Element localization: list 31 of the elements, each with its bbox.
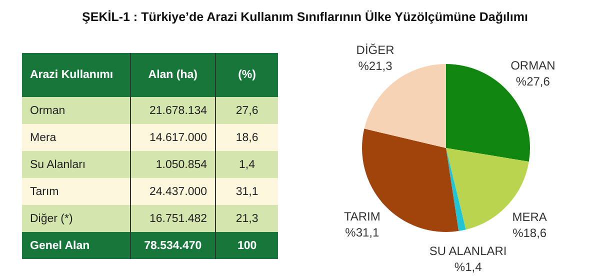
- data-label: %1,4: [454, 260, 482, 274]
- data-label: 21,3: [216, 205, 278, 232]
- text: Arazi Kullanımı: [22, 53, 130, 97]
- text: ŞEKİL-1 : Türkiye’de Arazi Kullanım Sınıflarının Ülke Yüzölçümüne Dağılımı: [81, 10, 529, 24]
- data-label: 1.050.854: [130, 151, 216, 178]
- data-label: 27,6: [216, 97, 278, 124]
- data-label: 78.534.470: [130, 232, 216, 259]
- category-label: Orman: [22, 97, 130, 124]
- category-label: Tarım: [22, 178, 130, 205]
- data-label: 24.437.000: [130, 178, 216, 205]
- category-label: Mera: [22, 124, 130, 151]
- data-label: %31,1: [345, 226, 380, 240]
- data-label: 31,1: [216, 178, 278, 205]
- data-label: 21.678.134: [130, 97, 216, 124]
- data-label: 18,6: [216, 124, 278, 151]
- data-label: %21,3: [358, 58, 393, 73]
- data-label: 1,4: [216, 151, 278, 178]
- slice-label: TARIM: [344, 210, 380, 224]
- slice-label: MERA: [512, 210, 547, 224]
- series-label: Alan (ha): [130, 53, 216, 97]
- slice-label: ORMAN: [510, 58, 556, 73]
- data-label: %27,6: [516, 74, 550, 89]
- slice-label: DİĞER: [356, 42, 395, 57]
- slice-label: SU ALANLARI: [429, 244, 507, 258]
- data-label: %18,6: [512, 226, 547, 240]
- data-label: 100: [216, 232, 278, 259]
- data-label: 16.751.482: [130, 205, 216, 232]
- category-label: Su Alanları: [22, 151, 130, 178]
- category-label: Diğer (*): [22, 205, 130, 232]
- category-label: Genel Alan: [22, 232, 130, 259]
- data-label: 14.617.000: [130, 124, 216, 151]
